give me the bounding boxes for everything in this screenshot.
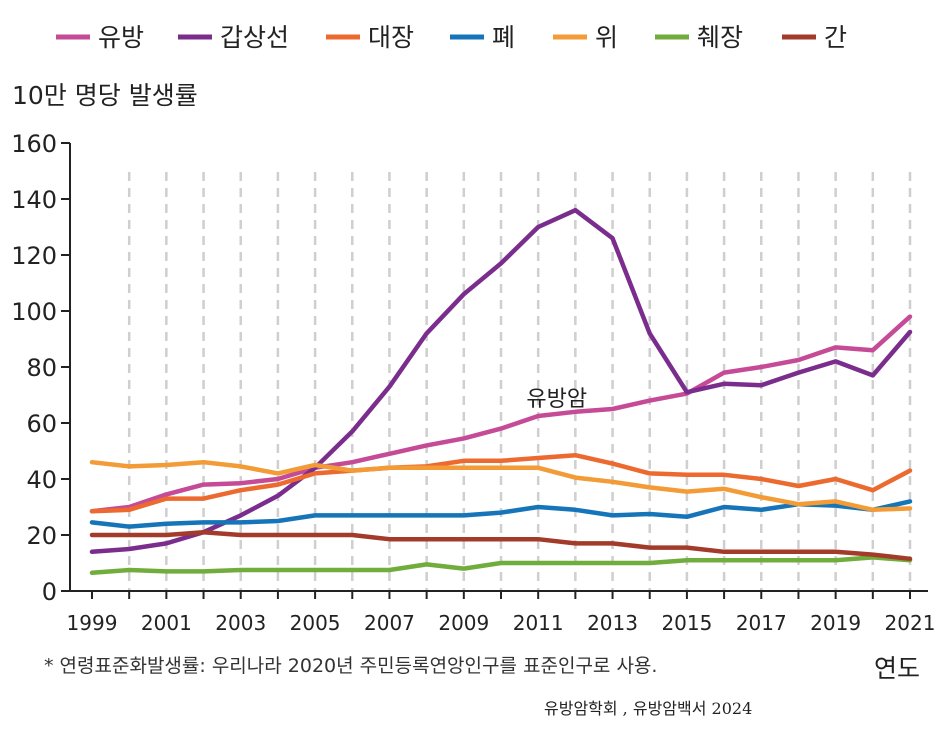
x-tick-label: 2017	[736, 611, 787, 635]
x-tick-label: 2011	[513, 611, 564, 635]
series-line-1	[89, 314, 913, 514]
y-tick-label: 20	[26, 522, 57, 550]
y-tick-label: 40	[26, 466, 57, 494]
x-tick-label: 2009	[438, 611, 489, 635]
legend-item-2: 갑상선	[178, 23, 289, 52]
y-tick-label: 80	[26, 354, 57, 382]
y-tick-label: 120	[11, 242, 57, 270]
legend-label: 위	[595, 23, 618, 52]
x-tick-label: 2005	[290, 611, 341, 635]
x-axis: 1999 2001 2003 2005 2007 2009 2011 2013 2015 2017…	[67, 590, 936, 635]
x-tick-label: 2003	[215, 611, 266, 635]
x-tick-label: 2001	[141, 611, 192, 635]
y-axis-title: 10만 명당 발생률	[12, 81, 198, 110]
legend-item-4: 폐	[450, 23, 515, 52]
series-line-5	[89, 459, 913, 513]
y-tick-label: 140	[11, 186, 57, 214]
annotation-breast-cancer: 유방암	[526, 387, 587, 412]
legend-item-6: 췌장	[655, 23, 743, 52]
x-tick-label: 2007	[364, 611, 415, 635]
legend-label: 유방	[98, 23, 144, 52]
x-axis-title: 연도	[874, 654, 920, 683]
footnote: * 연령표준화발생률: 우리나라 2020년 주민등록연앙인구를 표준인구로 사…	[44, 655, 657, 677]
x-tick-label: 2015	[661, 611, 712, 635]
series-line-4	[89, 499, 913, 529]
legend-label: 대장	[368, 23, 414, 52]
y-tick-label: 160	[11, 130, 57, 158]
y-axis: 0 20 40 60 80 100 120 140 160	[11, 130, 71, 606]
series-line-6	[89, 555, 913, 576]
x-tick-label: 2013	[587, 611, 638, 635]
x-tick-label: 1999	[67, 611, 118, 635]
y-tick-label: 60	[26, 410, 57, 438]
x-tick-label: 2019	[810, 611, 861, 635]
legend-label: 갑상선	[220, 23, 289, 52]
legend-label: 폐	[492, 23, 515, 52]
legend-item-3: 대장	[326, 23, 414, 52]
vertical-gridlines	[127, 172, 912, 591]
series-line-3	[89, 452, 913, 514]
legend-item-7: 간	[782, 23, 847, 52]
series-line-7	[89, 529, 913, 562]
legend-item-1: 유방	[56, 23, 144, 52]
x-tick-label: 2021	[885, 611, 936, 635]
legend-label: 간	[824, 23, 847, 52]
source-citation: 유방암학회 , 유방암백서 2024	[544, 699, 752, 718]
legend-item-5: 위	[553, 23, 618, 52]
series-lines	[89, 207, 913, 576]
y-tick-label: 0	[42, 578, 57, 606]
y-tick-label: 100	[11, 298, 57, 326]
legend: 유방 갑상선 대장 폐 위 췌장 간	[56, 23, 847, 52]
legend-label: 췌장	[697, 23, 743, 52]
